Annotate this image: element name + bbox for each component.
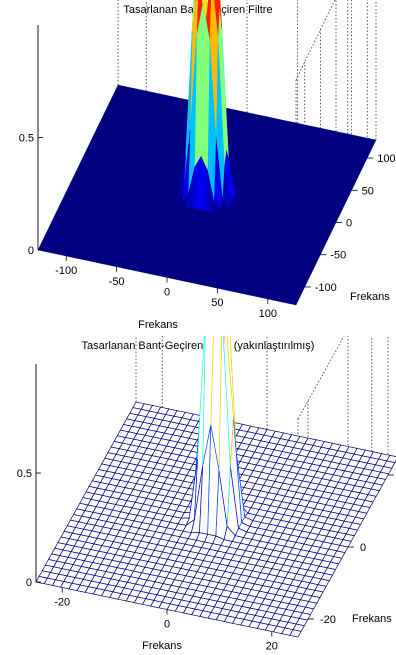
chart-title: Tasarlanan Bant-Geçiren Filtre (yakınlaş… (81, 340, 315, 352)
x-tick-label: 0 (164, 287, 170, 299)
x-tick-label: 100 (259, 308, 277, 320)
z-tick-label: 0.5 (17, 468, 32, 480)
x-tick-label: 50 (211, 297, 223, 309)
x-tick-label: 0 (164, 619, 170, 631)
chart-top: Tasarlanan Bant-Geçiren Filtre 100500-50… (19, 0, 396, 331)
chart-bottom: Tasarlanan Bant-Geçiren Filtre (yakınlaş… (0, 336, 396, 655)
y-axis-label: Frekans (352, 613, 392, 625)
z-tick-label: 0.5 (19, 133, 34, 145)
box-edge (297, 336, 345, 420)
y-tick-label: -50 (330, 250, 346, 262)
y-axis-label: Frekans (350, 291, 390, 303)
y-tick-label: 0 (346, 218, 352, 230)
y-tick-label: -100 (315, 282, 337, 294)
y-tick-label: 0 (360, 542, 366, 554)
y-tick-label: 50 (362, 185, 374, 197)
z-tick-label: 0 (26, 577, 32, 589)
y-tick-label: 100 (377, 153, 395, 165)
x-axis-label: Frekans (138, 319, 178, 331)
x-tick-label: -100 (55, 265, 77, 277)
surface-plot: 100 50 0 -50 -100 100 50 0 -50 -100 0 0.5 Frekans Fre… (19, 0, 396, 331)
x-tick-label: -50 (109, 276, 125, 288)
x-tick-label: 20 (266, 641, 278, 653)
y-tick-label: -20 (320, 614, 336, 626)
z-tick-label: 0 (28, 245, 34, 257)
x-tick-label: -20 (54, 597, 70, 609)
x-axis-label: Frekans (142, 640, 182, 652)
